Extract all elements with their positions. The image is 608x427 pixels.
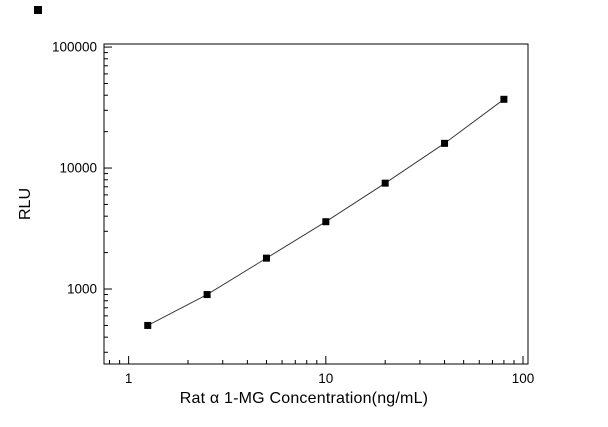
data-point-marker [203,291,211,299]
plot-frame [103,43,529,365]
data-point-marker [322,218,330,226]
series-marker-icon [34,6,42,14]
x-tick-label: 1 [125,371,133,386]
data-point-marker [262,254,270,262]
series-line [147,98,505,326]
y-tick-label: 10000 [59,161,97,176]
data-point-marker [441,139,449,147]
x-axis-title: Rat α 1-MG Concentration(ng/mL) [179,390,429,407]
data-point-marker [144,321,152,329]
data-point-marker [381,179,389,187]
y-axis-title: RLU [17,187,34,221]
data-point-marker [500,95,508,103]
x-tick-label: 10 [318,371,333,386]
y-tick-label: 1000 [67,282,97,297]
y-tick-label: 100000 [52,40,97,55]
x-tick-label: 100 [512,371,535,386]
